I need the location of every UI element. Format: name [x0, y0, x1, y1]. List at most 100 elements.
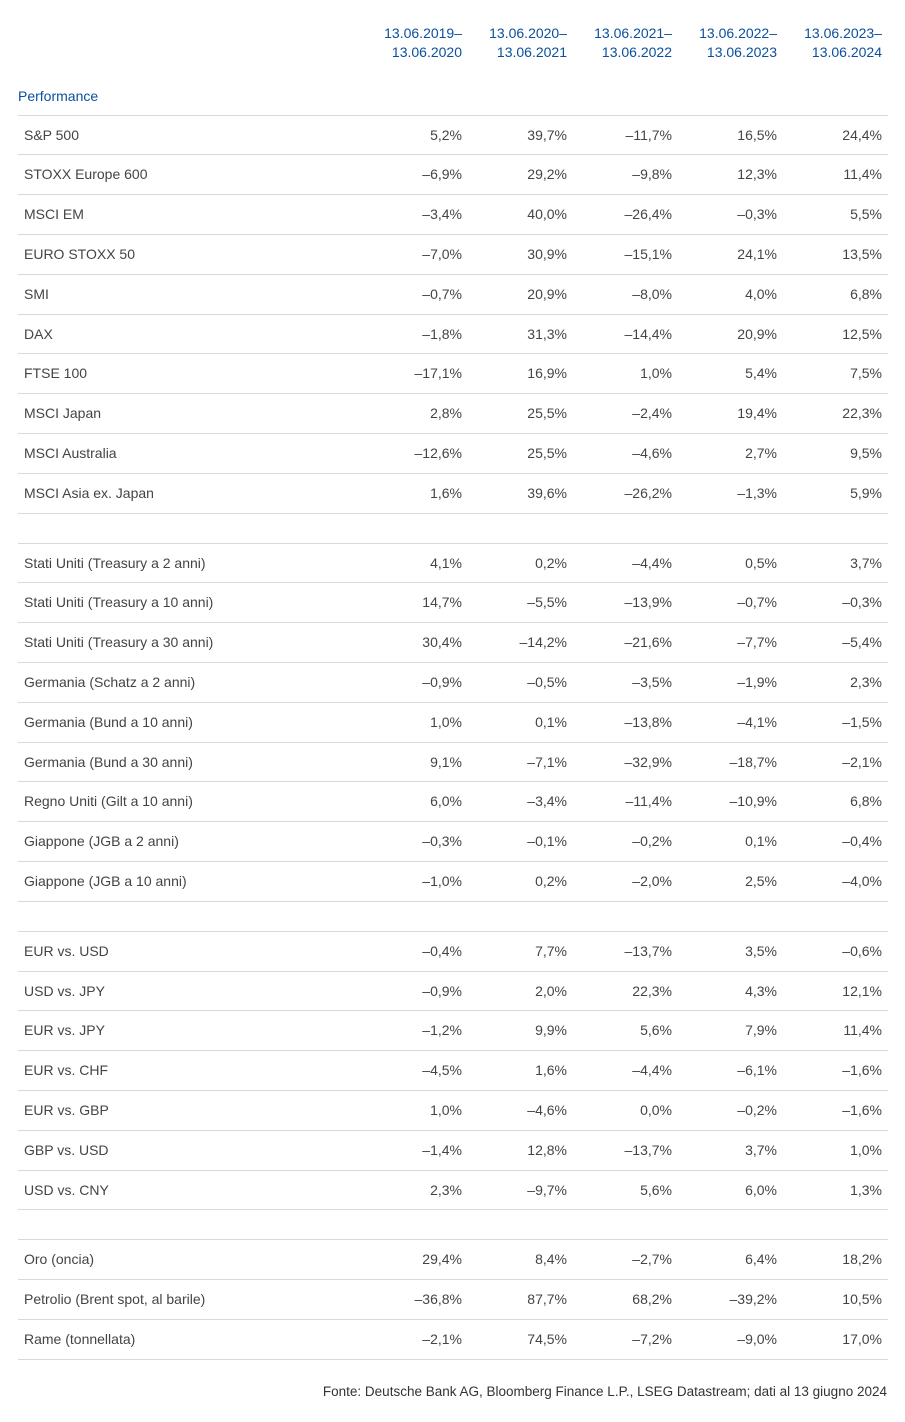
cell-value: 0,1%: [678, 822, 783, 862]
cell-value: –4,4%: [573, 1051, 678, 1091]
header-col-2: 13.06.2021–13.06.2022: [573, 20, 678, 74]
cell-value: 0,0%: [573, 1090, 678, 1130]
table-row: Regno Uniti (Gilt a 10 anni)6,0%–3,4%–11…: [18, 782, 888, 822]
table-row: MSCI EM–3,4%40,0%–26,4%–0,3%5,5%: [18, 195, 888, 235]
cell-value: –7,7%: [678, 623, 783, 663]
cell-value: 40,0%: [468, 195, 573, 235]
cell-value: 2,3%: [363, 1170, 468, 1210]
table-row: Stati Uniti (Treasury a 2 anni)4,1%0,2%–…: [18, 543, 888, 583]
table-row: S&P 5005,2%39,7%–11,7%16,5%24,4%: [18, 115, 888, 155]
cell-value: –9,7%: [468, 1170, 573, 1210]
cell-value: 68,2%: [573, 1280, 678, 1320]
cell-value: –7,0%: [363, 234, 468, 274]
row-label: Giappone (JGB a 10 anni): [18, 861, 363, 901]
cell-value: –1,6%: [783, 1051, 888, 1091]
cell-value: 19,4%: [678, 394, 783, 434]
cell-value: –13,7%: [573, 1130, 678, 1170]
cell-value: 30,9%: [468, 234, 573, 274]
cell-value: 11,4%: [783, 155, 888, 195]
table-row: MSCI Japan2,8%25,5%–2,4%19,4%22,3%: [18, 394, 888, 434]
cell-value: 2,0%: [468, 971, 573, 1011]
row-label: Stati Uniti (Treasury a 2 anni): [18, 543, 363, 583]
cell-value: 6,4%: [678, 1240, 783, 1280]
cell-value: 13,5%: [783, 234, 888, 274]
table-header: 13.06.2019–13.06.2020 13.06.2020–13.06.2…: [18, 20, 888, 74]
cell-value: 1,0%: [783, 1130, 888, 1170]
cell-value: –13,7%: [573, 931, 678, 971]
cell-value: 9,1%: [363, 742, 468, 782]
row-label: MSCI Australia: [18, 433, 363, 473]
cell-value: 0,2%: [468, 543, 573, 583]
cell-value: –11,4%: [573, 782, 678, 822]
cell-value: –2,4%: [573, 394, 678, 434]
cell-value: 29,4%: [363, 1240, 468, 1280]
cell-value: 39,6%: [468, 473, 573, 513]
table-row: Germania (Bund a 30 anni)9,1%–7,1%–32,9%…: [18, 742, 888, 782]
cell-value: –0,5%: [468, 662, 573, 702]
cell-value: –6,9%: [363, 155, 468, 195]
cell-value: –14,2%: [468, 623, 573, 663]
cell-value: 5,4%: [678, 354, 783, 394]
row-label: EURO STOXX 50: [18, 234, 363, 274]
table-row: STOXX Europe 600–6,9%29,2%–9,8%12,3%11,4…: [18, 155, 888, 195]
source-footnote: Fonte: Deutsche Bank AG, Bloomberg Finan…: [18, 1360, 887, 1399]
cell-value: 4,1%: [363, 543, 468, 583]
row-label: Regno Uniti (Gilt a 10 anni): [18, 782, 363, 822]
row-label: SMI: [18, 274, 363, 314]
cell-value: –1,2%: [363, 1011, 468, 1051]
cell-value: –4,6%: [573, 433, 678, 473]
table-row: SMI–0,7%20,9%–8,0%4,0%6,8%: [18, 274, 888, 314]
cell-value: 0,1%: [468, 702, 573, 742]
table-row: DAX–1,8%31,3%–14,4%20,9%12,5%: [18, 314, 888, 354]
cell-value: 3,5%: [678, 931, 783, 971]
cell-value: –3,4%: [363, 195, 468, 235]
table-row: Oro (oncia)29,4%8,4%–2,7%6,4%18,2%: [18, 1240, 888, 1280]
row-label: Petrolio (Brent spot, al barile): [18, 1280, 363, 1320]
row-label: FTSE 100: [18, 354, 363, 394]
row-label: Giappone (JGB a 2 anni): [18, 822, 363, 862]
section-spacer: [18, 513, 888, 543]
cell-value: –17,1%: [363, 354, 468, 394]
cell-value: –15,1%: [573, 234, 678, 274]
table-row: GBP vs. USD–1,4%12,8%–13,7%3,7%1,0%: [18, 1130, 888, 1170]
cell-value: 22,3%: [783, 394, 888, 434]
cell-value: 3,7%: [678, 1130, 783, 1170]
header-col-0: 13.06.2019–13.06.2020: [363, 20, 468, 74]
table-row: FTSE 100–17,1%16,9%1,0%5,4%7,5%: [18, 354, 888, 394]
performance-table: 13.06.2019–13.06.2020 13.06.2020–13.06.2…: [18, 20, 888, 1360]
table-row: Germania (Bund a 10 anni)1,0%0,1%–13,8%–…: [18, 702, 888, 742]
cell-value: 20,9%: [468, 274, 573, 314]
row-label: MSCI EM: [18, 195, 363, 235]
cell-value: –7,1%: [468, 742, 573, 782]
row-label: Stati Uniti (Treasury a 30 anni): [18, 623, 363, 663]
cell-value: –0,3%: [363, 822, 468, 862]
section-spacer: [18, 901, 888, 931]
row-label: S&P 500: [18, 115, 363, 155]
cell-value: –26,4%: [573, 195, 678, 235]
table-row: EUR vs. USD–0,4%7,7%–13,7%3,5%–0,6%: [18, 931, 888, 971]
row-label: Oro (oncia): [18, 1240, 363, 1280]
cell-value: –2,1%: [363, 1319, 468, 1359]
cell-value: –7,2%: [573, 1319, 678, 1359]
cell-value: 1,6%: [468, 1051, 573, 1091]
cell-value: –9,0%: [678, 1319, 783, 1359]
cell-value: –18,7%: [678, 742, 783, 782]
cell-value: 12,8%: [468, 1130, 573, 1170]
cell-value: –2,7%: [573, 1240, 678, 1280]
cell-value: –1,6%: [783, 1090, 888, 1130]
cell-value: 14,7%: [363, 583, 468, 623]
cell-value: 25,5%: [468, 394, 573, 434]
cell-value: –13,9%: [573, 583, 678, 623]
row-label: GBP vs. USD: [18, 1130, 363, 1170]
table-row: EUR vs. JPY–1,2%9,9%5,6%7,9%11,4%: [18, 1011, 888, 1051]
row-label: EUR vs. USD: [18, 931, 363, 971]
row-label: EUR vs. CHF: [18, 1051, 363, 1091]
cell-value: –0,1%: [468, 822, 573, 862]
cell-value: –1,4%: [363, 1130, 468, 1170]
cell-value: 5,2%: [363, 115, 468, 155]
table-row: Germania (Schatz a 2 anni)–0,9%–0,5%–3,5…: [18, 662, 888, 702]
cell-value: –36,8%: [363, 1280, 468, 1320]
cell-value: –0,9%: [363, 662, 468, 702]
cell-value: –1,3%: [678, 473, 783, 513]
table-row: MSCI Asia ex. Japan1,6%39,6%–26,2%–1,3%5…: [18, 473, 888, 513]
